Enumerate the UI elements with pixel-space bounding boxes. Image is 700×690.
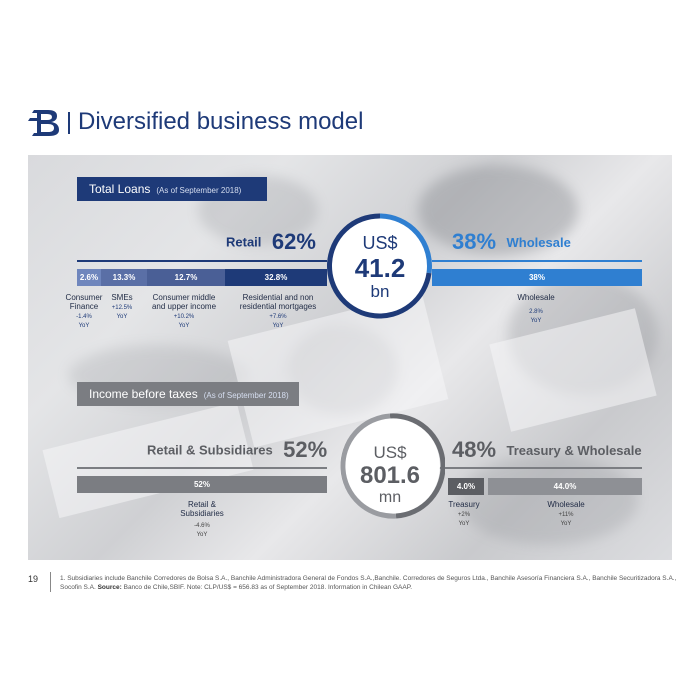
loans-currency: US$	[362, 233, 398, 253]
caption-yoy: -1.4%	[76, 314, 92, 320]
bar-segment-mortgages: 32.8%	[225, 269, 327, 286]
caption-yoy-label: YoY	[78, 323, 90, 329]
loans-donut	[327, 213, 432, 319]
loans-unit: bn	[370, 282, 390, 301]
caption-yoy-label: YoY	[530, 318, 542, 324]
caption-retail-subsidiaries: Retail & Subsidiaries -4.6% YoY	[170, 500, 234, 540]
caption-yoy: +2%	[457, 512, 471, 518]
bar-segment-wholesale: 38%	[432, 269, 642, 286]
retail-income-pct: 52%	[283, 437, 328, 462]
treasury-wholesale-word: Treasury & Wholesale	[506, 442, 642, 458]
income-header: Income before taxes (As of September 2018…	[77, 382, 299, 406]
caption-yoy: +10.2%	[173, 314, 195, 320]
page-title: Diversified business model	[78, 108, 364, 135]
income-total: US$ 801.6 mn	[335, 443, 445, 507]
caption-name: Consumer Finance	[65, 293, 103, 311]
wholesale-pct: 38%	[452, 229, 497, 254]
caption-yoy: 2.8%	[529, 309, 543, 315]
caption-wholesale-income: Wholesale +11% YoY	[536, 500, 596, 529]
caption-name: Wholesale	[547, 500, 585, 509]
caption-yoy: +7.6%	[269, 314, 287, 320]
page-number: 19	[28, 574, 39, 584]
wholesale-word: Wholesale	[506, 234, 571, 250]
caption-yoy-label: YoY	[178, 323, 190, 329]
loans-total: US$ 41.2 bn	[325, 233, 435, 302]
footnote-part1: 1. Subsidiaries include Banchile Corredo…	[60, 575, 677, 591]
bar-segment-consumer-middle: 12.7%	[147, 269, 225, 286]
caption-yoy-label: YoY	[458, 521, 470, 527]
total-loans-header: Total Loans (As of September 2018)	[77, 177, 267, 201]
caption-consumer-middle: Consumer middle and upper income +10.2% …	[146, 293, 222, 331]
caption-name-line1: Retail &	[187, 500, 216, 509]
retail-word: Retail	[226, 234, 262, 250]
income-subtitle: (As of September 2018)	[203, 391, 289, 400]
income-unit: mn	[378, 489, 402, 506]
retail-rule	[77, 260, 327, 262]
loans-amount: 41.2	[354, 253, 406, 283]
footnote: 1. Subsidiaries include Banchile Corredo…	[60, 574, 680, 592]
caption-wholesale-loans: Wholesale 2.8% YoY	[506, 293, 566, 326]
caption-name-line2: Subsidiaries	[180, 509, 224, 518]
caption-yoy-label: YoY	[116, 314, 128, 320]
treasury-wholesale-bar: 4.0% 44.0%	[448, 478, 642, 495]
caption-yoy: +11%	[558, 512, 574, 518]
income-amount: 801.6	[359, 462, 421, 489]
retail-subsidiaries-word: Retail & Subsidiares	[147, 442, 273, 458]
retail-income-bar: 52%	[77, 476, 327, 493]
bar-segment-retail-subsidiaries: 52%	[77, 476, 327, 493]
retail-income-rule	[77, 467, 327, 469]
footnote-part2: Banco de Chile,SBIF. Note: CLP/US$ = 656…	[123, 584, 413, 591]
header-separator	[68, 112, 70, 134]
caption-mortgages: Residential and non residential mortgage…	[230, 293, 326, 331]
caption-treasury: Treasury +2% YoY	[444, 500, 484, 529]
retail-loans-label: Retail 62%	[226, 229, 316, 255]
treasury-income-label: 48% Treasury & Wholesale	[452, 437, 642, 463]
income-donut	[340, 413, 445, 519]
wholesale-loans-label: 38% Wholesale	[452, 229, 571, 255]
bar-segment-wholesale-income: 44.0%	[488, 478, 642, 495]
retail-income-label: Retail & Subsidiares 52%	[147, 437, 327, 463]
caption-yoy-label: YoY	[272, 323, 284, 329]
bar-segment-treasury: 4.0%	[448, 478, 484, 495]
retail-pct: 62%	[271, 229, 316, 254]
caption-yoy: +12.5%	[111, 305, 133, 311]
caption-name: Treasury	[448, 500, 480, 509]
banchile-logo-icon	[28, 108, 62, 138]
bar-segment-smes: 13.3%	[101, 269, 147, 286]
income-currency: US$	[373, 443, 407, 462]
caption-name: Wholesale	[517, 293, 555, 302]
caption-name: Residential and non residential mortgage…	[239, 293, 317, 311]
total-loans-title: Total Loans	[89, 182, 151, 196]
treasury-income-rule	[432, 467, 642, 469]
caption-consumer-finance: Consumer Finance -1.4% YoY	[62, 293, 106, 331]
wholesale-rule	[432, 260, 642, 262]
treasury-income-pct: 48%	[452, 437, 497, 462]
footer-separator	[50, 572, 51, 592]
caption-yoy-label: YoY	[196, 532, 208, 538]
caption-yoy: -4.6%	[194, 523, 210, 529]
footnote-source-label: Source:	[97, 584, 122, 591]
bar-segment-consumer-finance: 2.6%	[77, 269, 101, 286]
retail-loans-bar: 2.6% 13.3% 12.7% 32.8%	[77, 269, 327, 286]
wholesale-loans-bar: 38%	[432, 269, 642, 286]
caption-smes: SMEs +12.5% YoY	[104, 293, 140, 322]
caption-yoy-label: YoY	[560, 521, 572, 527]
caption-name: SMEs	[111, 293, 133, 302]
total-loans-subtitle: (As of September 2018)	[156, 186, 242, 195]
caption-name: Consumer middle and upper income	[151, 293, 217, 311]
income-title: Income before taxes	[89, 387, 198, 401]
